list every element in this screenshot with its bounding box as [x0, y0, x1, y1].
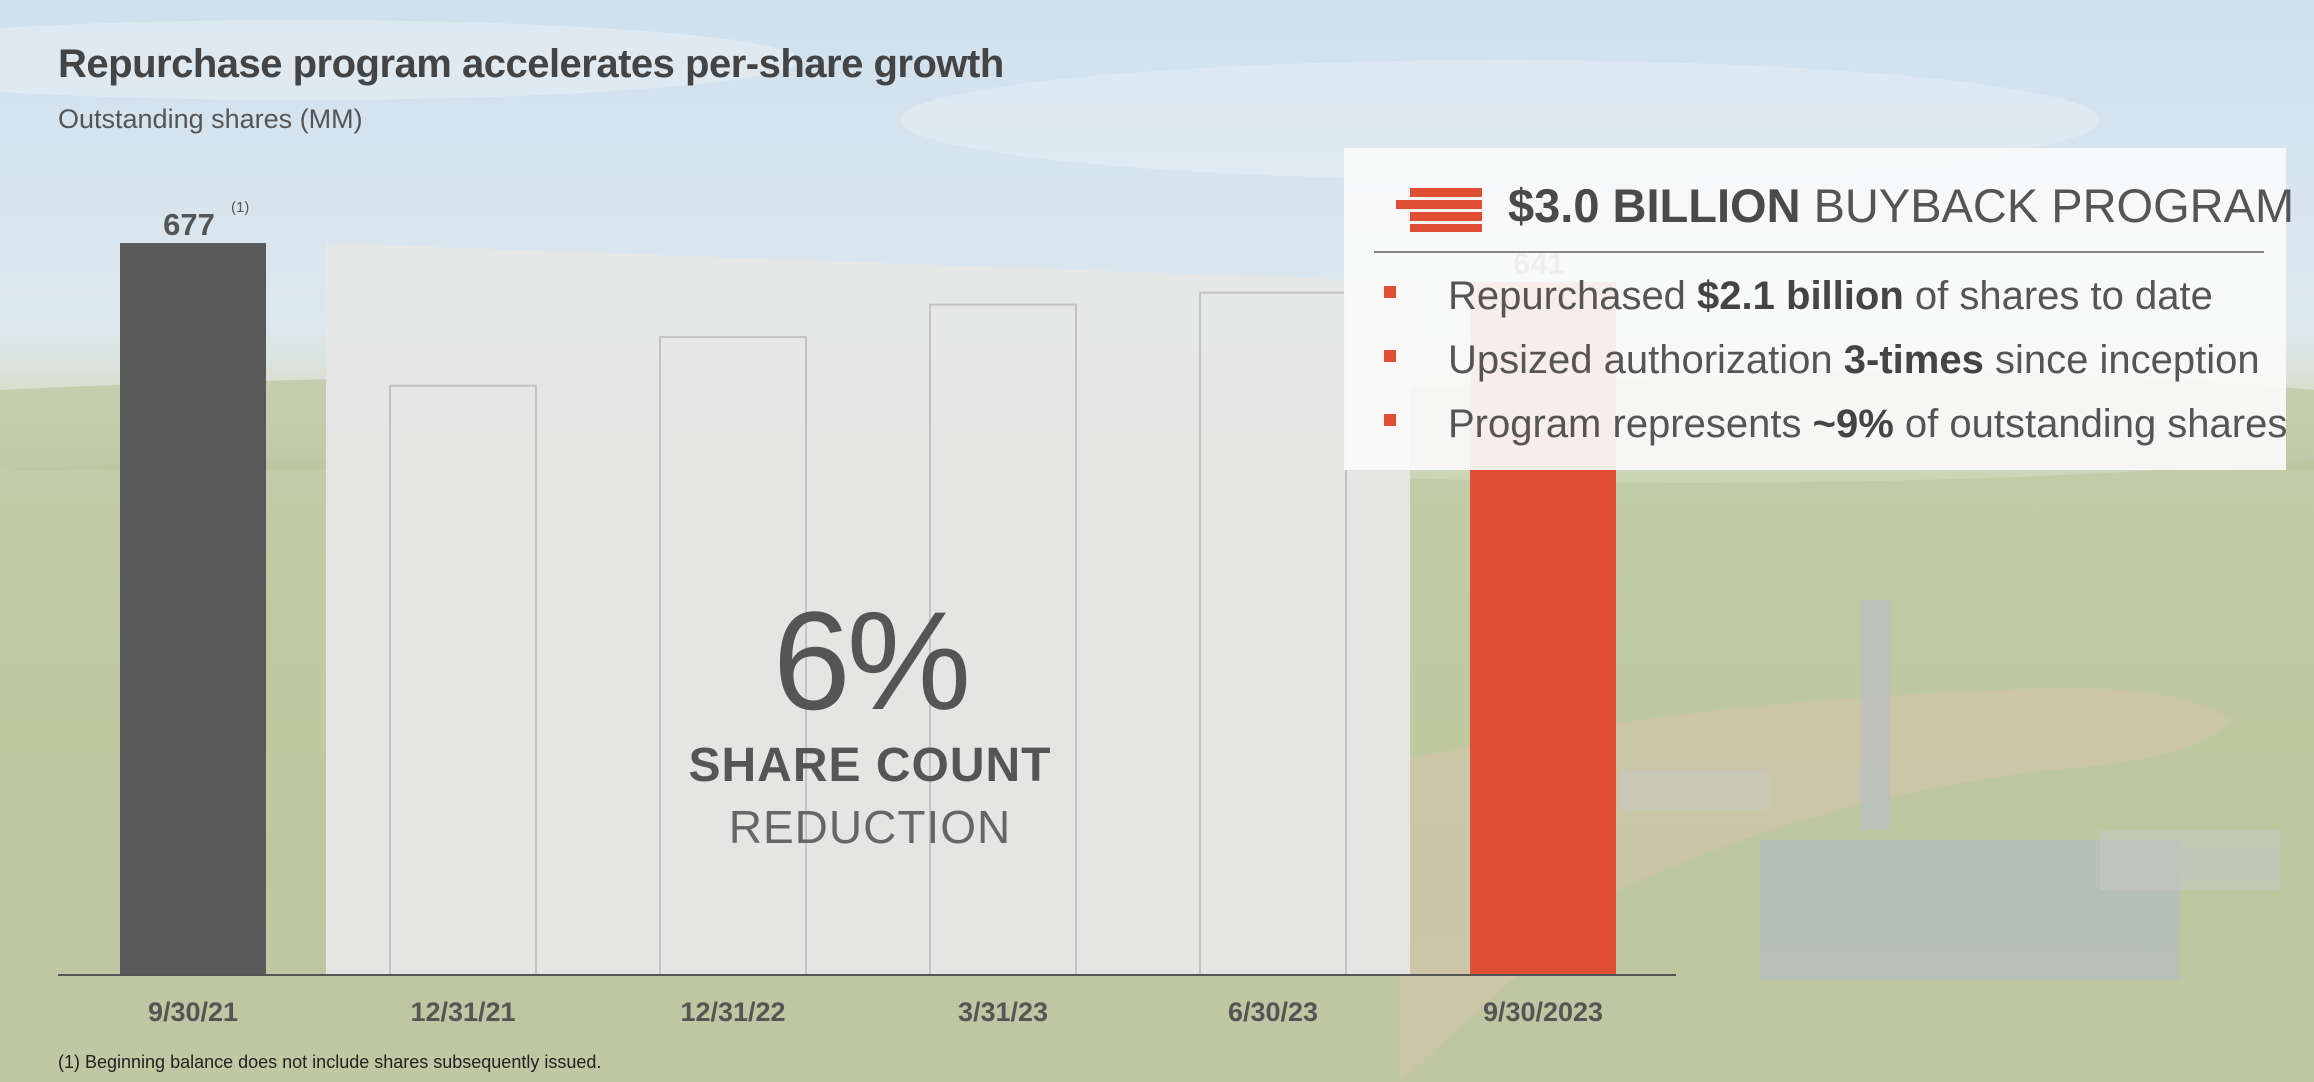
- bar-9/30/21: [120, 243, 266, 975]
- callout-bullet: Repurchased $2.1 billion of shares to da…: [1384, 274, 2213, 319]
- reduction-wedge: [326, 243, 1410, 975]
- x-tick-label: 12/31/21: [410, 997, 515, 1027]
- x-tick-label: 6/30/23: [1228, 997, 1318, 1027]
- money-stack-icon: [1396, 188, 1482, 232]
- reduction-label-line2: REDUCTION: [728, 801, 1012, 853]
- buyback-callout: $3.0 BILLION BUYBACK PROGRAM Repurchased…: [1344, 148, 2294, 470]
- reduction-percent: 6%: [772, 582, 971, 739]
- reduction-label-line1: SHARE COUNT: [688, 739, 1052, 792]
- x-tick-label: 12/31/22: [680, 997, 785, 1027]
- x-tick-label: 3/31/23: [958, 997, 1048, 1027]
- chart-subtitle: Outstanding shares (MM): [58, 104, 363, 134]
- x-tick-label: 9/30/21: [148, 997, 238, 1027]
- callout-divider: [1374, 251, 2264, 253]
- x-tick-label: 9/30/2023: [1483, 997, 1603, 1027]
- callout-bullet: Upsized authorization 3-times since ince…: [1384, 338, 2260, 383]
- callout-heading: $3.0 BILLION BUYBACK PROGRAM: [1508, 179, 2295, 232]
- footnote-marker: (1): [231, 199, 249, 216]
- bullet-square-icon: [1384, 414, 1396, 427]
- callout-bullet: Program represents ~9% of outstanding sh…: [1384, 402, 2287, 447]
- bullet-square-icon: [1384, 350, 1396, 363]
- data-label: 677: [163, 207, 215, 242]
- page-title: Repurchase program accelerates per-share…: [58, 42, 1004, 86]
- bullet-square-icon: [1384, 286, 1396, 299]
- footnote: (1) Beginning balance does not include s…: [58, 1052, 602, 1072]
